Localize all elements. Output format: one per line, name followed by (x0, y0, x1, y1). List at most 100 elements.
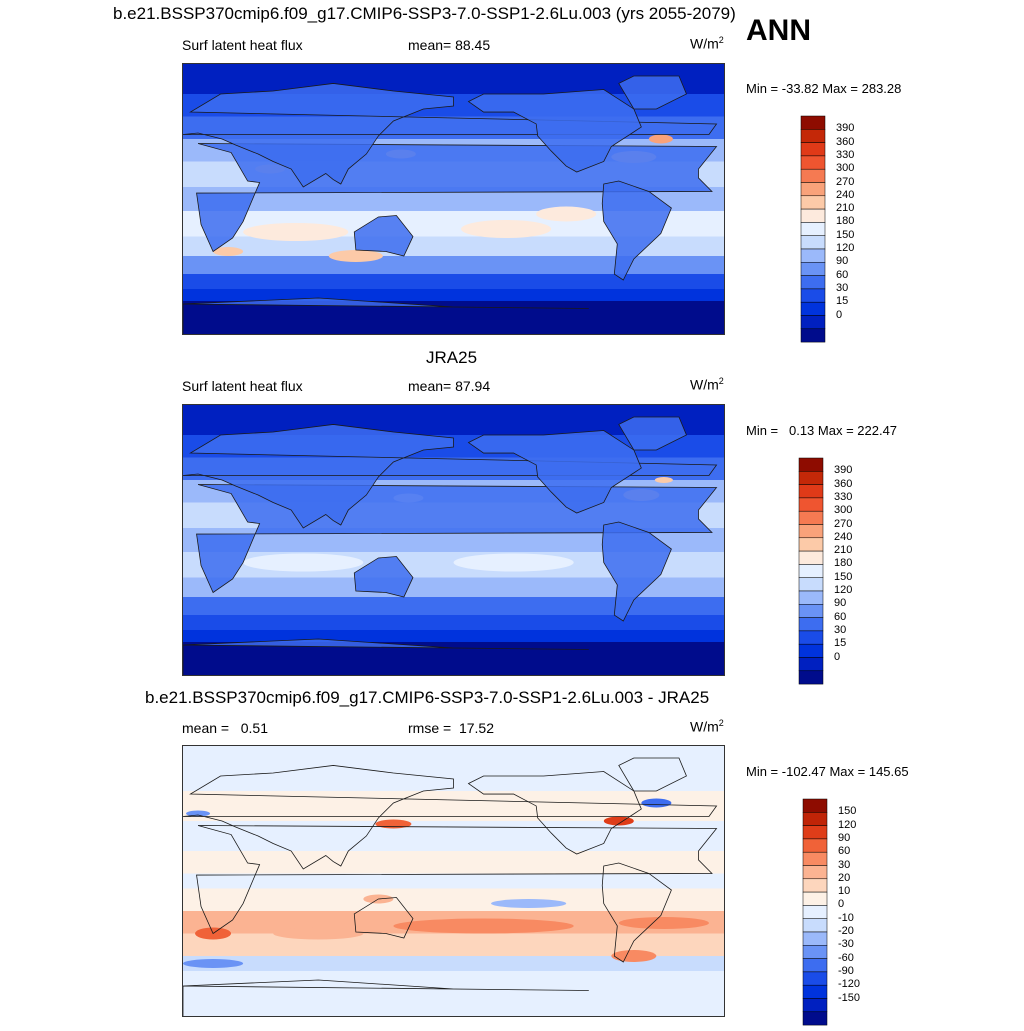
colorbar-tick-label: 150 (834, 570, 853, 583)
colorbar-swatch (798, 617, 824, 632)
colorbar-swatches (802, 798, 828, 1026)
colorbar-swatch (800, 248, 826, 263)
contour-region (453, 553, 574, 572)
colorbar-tick-label: 300 (836, 162, 855, 175)
colorbar-swatch (800, 288, 826, 303)
contour-band (183, 851, 724, 874)
colorbar-tick-label: 120 (838, 818, 857, 831)
panel-1-map (182, 63, 725, 335)
colorbar-swatch (802, 838, 828, 853)
colorbar-tick-label: 60 (836, 268, 849, 281)
colorbar-tick-label: 15 (836, 295, 849, 308)
panel-3-map (182, 745, 725, 1017)
colorbar-swatch (800, 155, 826, 170)
contour-region (654, 477, 673, 483)
colorbar-tick-label: 90 (834, 597, 847, 610)
colorbar-swatch (802, 878, 828, 893)
panel-2-variable-label: Surf latent heat flux (182, 378, 303, 394)
colorbar-tick-label: 30 (834, 623, 847, 636)
colorbar-tick-label: 300 (834, 504, 853, 517)
contour-region (536, 206, 597, 222)
colorbar-tick-label: -90 (838, 964, 854, 977)
contour-region (183, 959, 244, 968)
contour-region (213, 246, 244, 256)
colorbar-swatch (802, 865, 828, 880)
continent-outline (353, 215, 414, 257)
contour-map (183, 405, 724, 675)
colorbar-swatch (800, 168, 826, 183)
contour-band (183, 289, 724, 301)
colorbar-swatch (800, 182, 826, 197)
contour-region (461, 220, 552, 238)
colorbar-swatch (800, 115, 826, 130)
panel-1-variable-label: Surf latent heat flux (182, 37, 303, 53)
colorbar-tick-label: 210 (836, 202, 855, 215)
colorbar-swatch (802, 905, 828, 919)
contour-band (183, 971, 724, 1016)
colorbar-tick-label: 20 (838, 871, 851, 884)
colorbar-swatch (798, 657, 824, 672)
colorbar-swatch (800, 142, 826, 157)
colorbar-swatch (800, 262, 826, 276)
colorbar-swatch (802, 931, 828, 946)
colorbar-tick-label: 330 (836, 148, 855, 161)
continent-outline (467, 89, 642, 173)
colorbar-swatch (802, 798, 828, 813)
contour-band (183, 597, 724, 615)
colorbar-swatch (802, 851, 828, 866)
contour-region (375, 819, 412, 829)
panel-1-colorbar: 390 360 330 300 270 240 210 180 150 120 90 60 30 15 0 (800, 115, 854, 348)
colorbar-tick-label: 240 (836, 188, 855, 201)
colorbar-swatch (802, 958, 828, 973)
colorbar-swatch (800, 129, 826, 143)
contour-band (183, 236, 724, 256)
panel-2-title: JRA25 (426, 348, 478, 367)
colorbar-tick-label: 240 (834, 530, 853, 543)
contour-region (273, 927, 364, 940)
colorbar-swatch (800, 328, 826, 343)
panel-1-title: b.e21.BSSP370cmip6.f09_g17.CMIP6-SSP3-7.… (113, 4, 736, 23)
colorbar-tick-label: 270 (834, 517, 853, 530)
colorbar-swatch (800, 315, 826, 330)
colorbar-tick-label: 90 (836, 255, 849, 268)
colorbar-swatch (800, 208, 826, 223)
contour-band (183, 630, 724, 642)
contour-region (641, 798, 672, 808)
contour-region (491, 899, 567, 908)
colorbar-tick-label: 360 (836, 135, 855, 148)
colorbar-tick-label: 180 (836, 215, 855, 228)
colorbar-swatch (802, 825, 828, 840)
colorbar-tick-label: 120 (836, 242, 855, 254)
colorbar-tick-label: 150 (838, 805, 857, 818)
continent-outline (467, 430, 642, 514)
colorbar-swatch (802, 891, 828, 906)
contour-band (183, 615, 724, 630)
colorbar-swatch (802, 918, 828, 933)
contour-band (183, 956, 724, 971)
continent-outline (183, 83, 718, 188)
contour-band (183, 577, 724, 597)
colorbar-tick-label: 120 (834, 584, 853, 596)
colorbar-tick-label: 60 (838, 845, 851, 858)
colorbar-swatch (802, 1011, 828, 1026)
panel-3-title: b.e21.BSSP370cmip6.f09_g17.CMIP6-SSP3-7.… (145, 688, 710, 707)
colorbar-swatch (798, 537, 824, 552)
colorbar-tick-label: 210 (834, 544, 853, 557)
contour-region (618, 917, 709, 929)
panel-3-minmax: Min = -102.47 Max = 145.65 (746, 764, 909, 779)
continent-outline (601, 180, 672, 281)
colorbar-tick-label: -20 (838, 925, 854, 937)
colorbar-swatch (798, 471, 824, 485)
continent-outline (618, 757, 687, 792)
continent-outline (353, 897, 414, 939)
colorbar-tick-label: 360 (834, 477, 853, 490)
colorbar-swatch (798, 550, 824, 565)
panel-1-minmax: Min = -33.82 Max = 283.28 (746, 81, 902, 96)
panel-2-colorbar: 390 360 330 300 270 240 210 180 150 120 90 60 30 15 0 (798, 457, 852, 690)
continent-outline (618, 75, 687, 110)
contour-band (183, 274, 724, 289)
contour-region (611, 950, 657, 962)
colorbar-tick-label: 30 (838, 858, 851, 871)
colorbar-tick-label: 90 (838, 831, 851, 844)
continent-outline (618, 416, 687, 451)
